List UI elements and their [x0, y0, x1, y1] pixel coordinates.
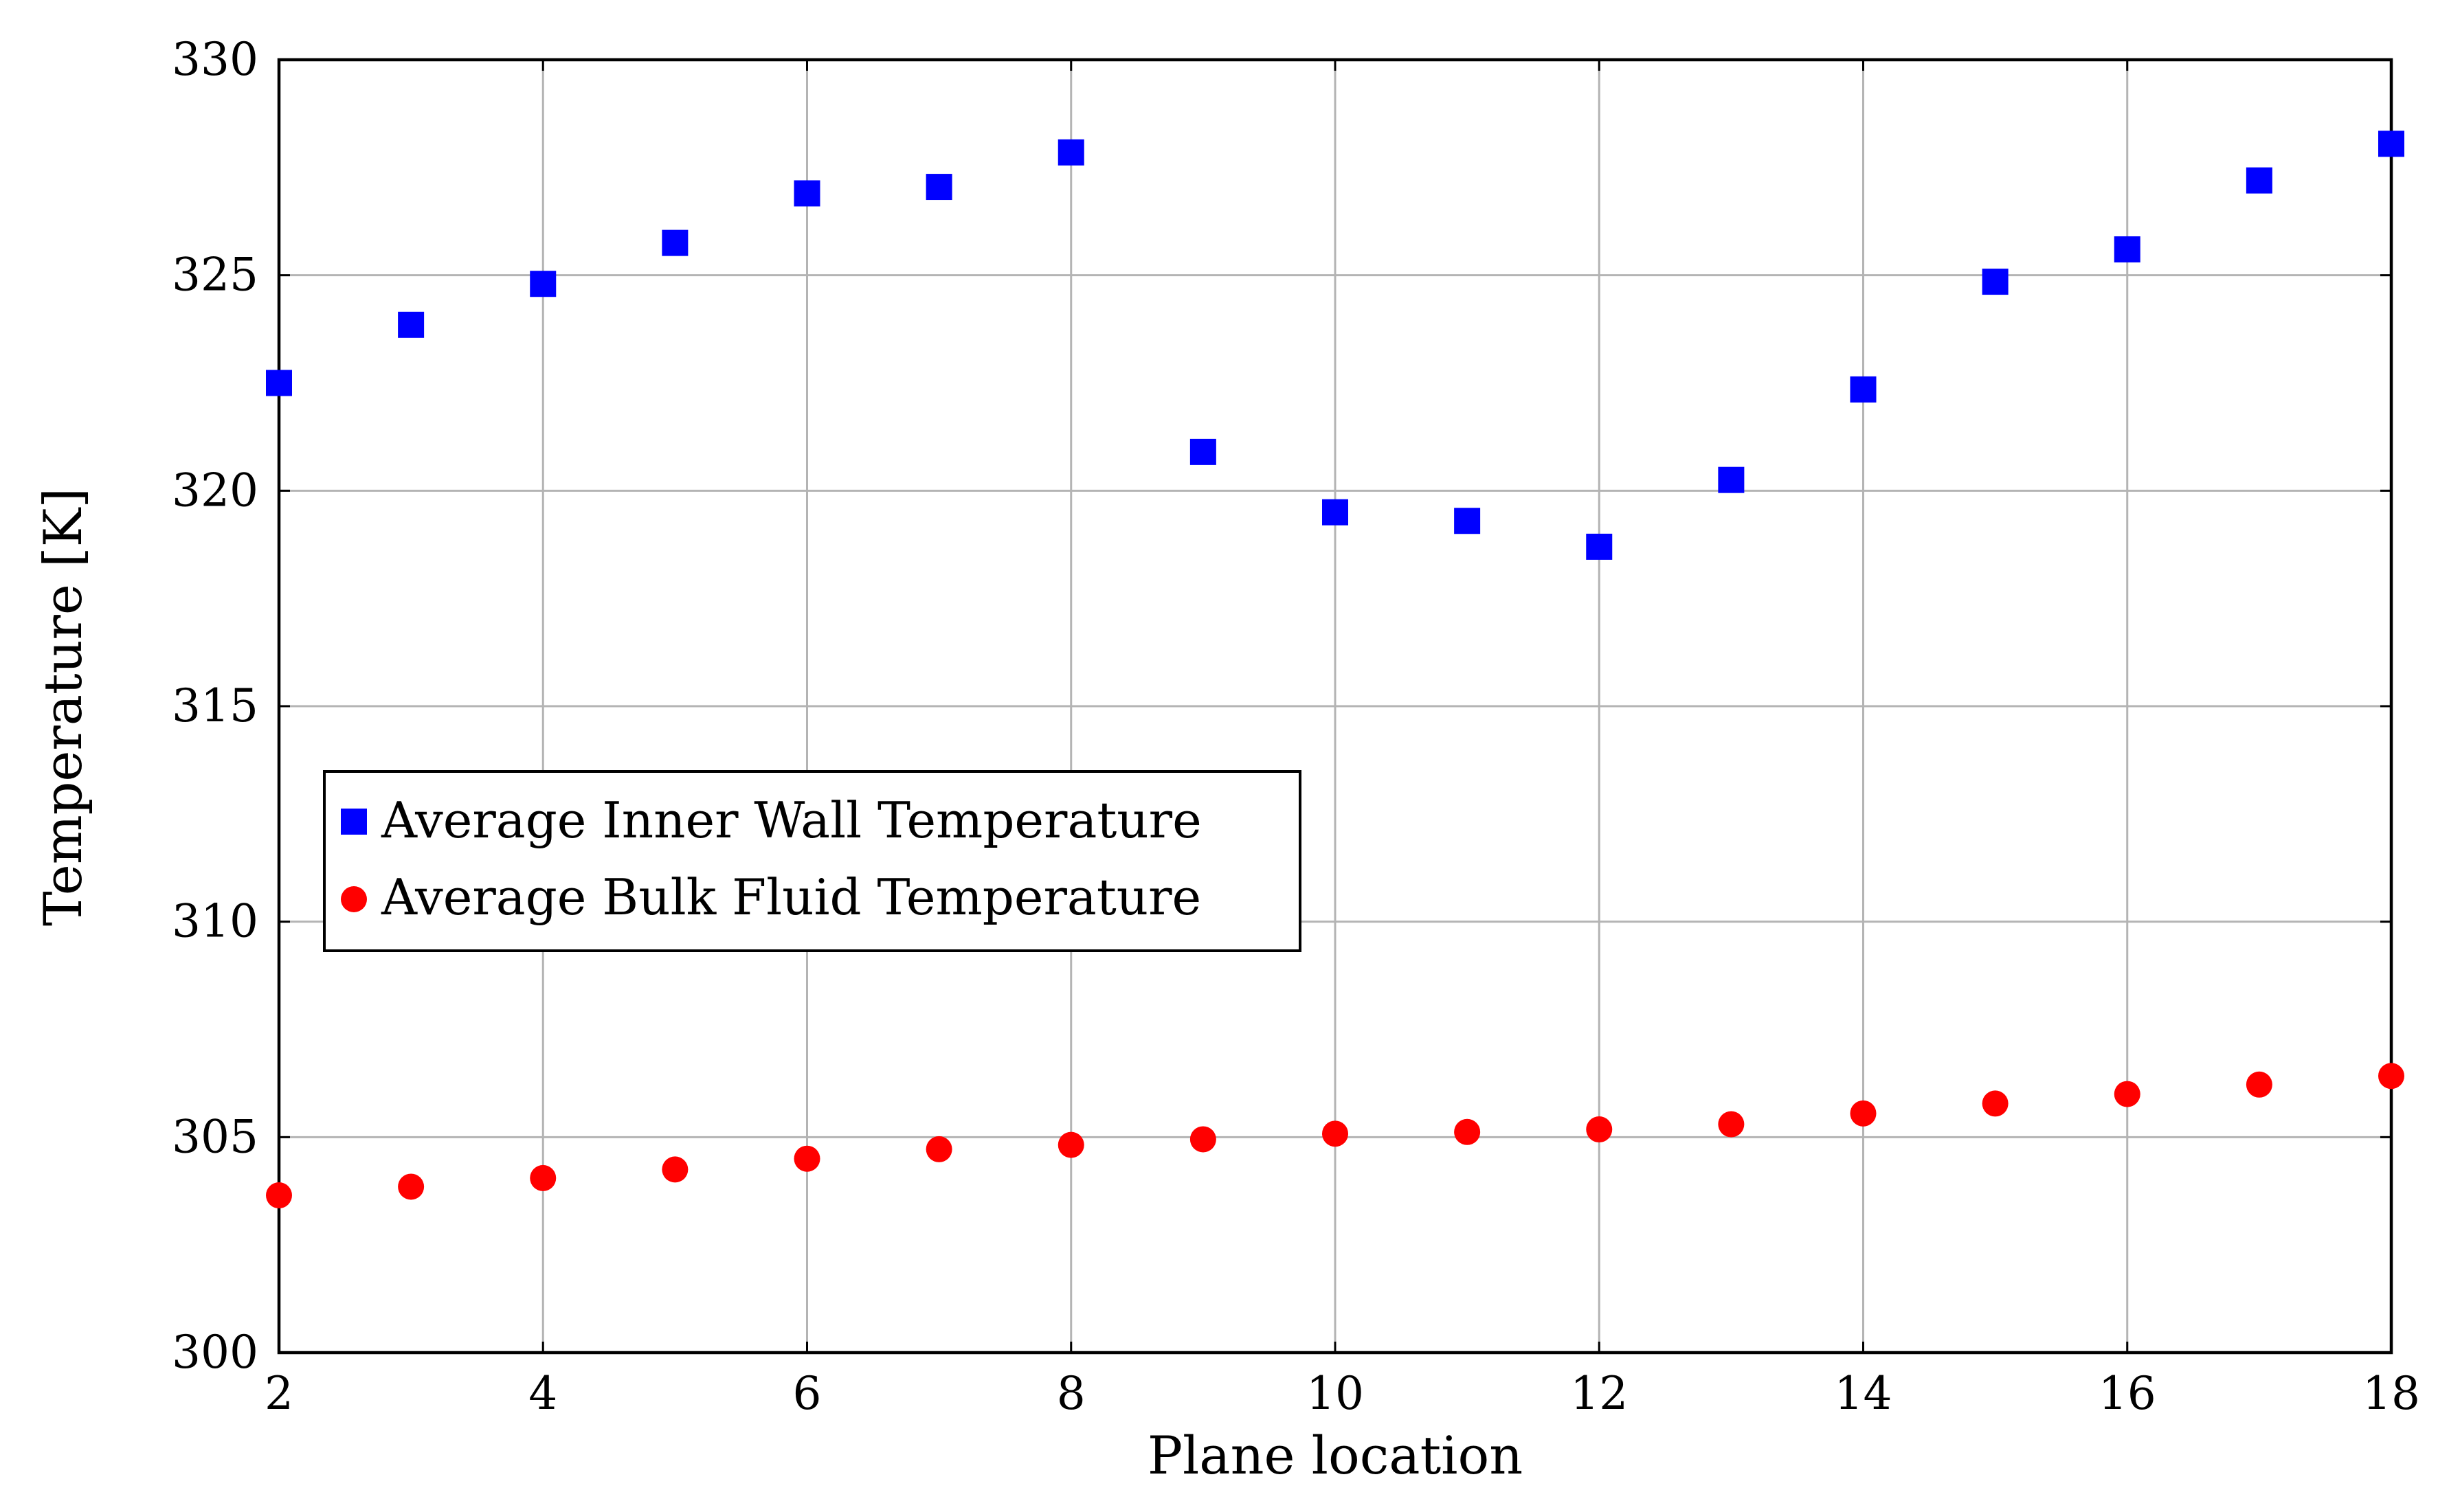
y-axis-title: Temperature [K]: [32, 488, 93, 926]
bulk-fluid-point: [1058, 1131, 1084, 1158]
inner-wall-point: [1454, 508, 1481, 534]
bulk-fluid-point: [926, 1136, 952, 1162]
bulk-fluid-point: [2114, 1081, 2140, 1107]
legend-label-bulk-fluid: Average Bulk Fluid Temperature: [381, 868, 1201, 926]
inner-wall-point: [266, 370, 292, 396]
legend-marker-bulk-fluid: [341, 886, 367, 912]
y-tick-label: 320: [172, 464, 258, 517]
bulk-fluid-point: [1718, 1111, 1745, 1138]
bulk-fluid-point: [1322, 1120, 1348, 1147]
bulk-fluid-point: [2378, 1063, 2404, 1090]
bulk-fluid-point: [1586, 1116, 1613, 1143]
inner-wall-point: [1718, 466, 1745, 493]
legend-box: [323, 770, 1301, 952]
bulk-fluid-point: [1982, 1090, 2009, 1117]
inner-wall-point: [398, 311, 425, 338]
inner-wall-point: [1850, 376, 1877, 403]
inner-wall-point: [926, 174, 952, 201]
data-marks: [266, 131, 2404, 1209]
inner-wall-point: [794, 180, 820, 207]
inner-wall-point: [1189, 438, 1216, 465]
x-tick-label: 16: [2099, 1367, 2156, 1420]
x-tick-label: 18: [2362, 1367, 2420, 1420]
inner-wall-point: [530, 271, 557, 297]
bulk-fluid-point: [398, 1173, 425, 1200]
y-tick-label: 300: [172, 1326, 258, 1379]
bulk-fluid-point: [530, 1164, 557, 1191]
bulk-fluid-point: [794, 1145, 820, 1172]
grid: [278, 58, 2393, 1354]
x-tick-label: 14: [1835, 1367, 1892, 1420]
bulk-fluid-point: [1454, 1118, 1481, 1145]
x-tick-label: 2: [265, 1367, 293, 1420]
y-tick-label: 315: [172, 679, 258, 732]
inner-wall-point: [2378, 131, 2404, 157]
inner-wall-point: [662, 229, 689, 256]
x-tick-label: 12: [1570, 1367, 1628, 1420]
inner-wall-point: [1982, 269, 2009, 295]
bulk-fluid-point: [266, 1182, 292, 1209]
legend: Average Inner Wall Temperature Average B…: [323, 770, 1301, 952]
inner-wall-point: [1058, 139, 1084, 166]
legend-marker-inner-wall: [341, 809, 367, 835]
y-tick-label: 305: [172, 1110, 258, 1163]
x-tick-label: 8: [1057, 1367, 1086, 1420]
y-tick-label: 330: [172, 33, 258, 86]
legend-label-inner-wall: Average Inner Wall Temperature: [381, 791, 1202, 849]
bulk-fluid-point: [2246, 1071, 2272, 1098]
y-tick-label: 310: [172, 895, 258, 948]
bulk-fluid-point: [1189, 1126, 1216, 1153]
inner-wall-point: [2246, 167, 2272, 194]
x-axis-title: Plane location: [1148, 1425, 1523, 1486]
bulk-fluid-point: [1850, 1100, 1877, 1127]
y-tick-label: 325: [172, 249, 258, 302]
bulk-fluid-point: [662, 1156, 689, 1183]
inner-wall-point: [1586, 533, 1613, 560]
axis-ticks: [278, 58, 2393, 1354]
inner-wall-point: [2114, 236, 2140, 263]
x-tick-label: 6: [793, 1367, 822, 1420]
inner-wall-point: [1322, 499, 1348, 526]
tick-labels: 2 4 6 8 10 12 14 16 18 300 305 310 315 320 325 330: [172, 33, 2420, 1420]
x-tick-label: 10: [1306, 1367, 1364, 1420]
x-tick-label: 4: [528, 1367, 557, 1420]
